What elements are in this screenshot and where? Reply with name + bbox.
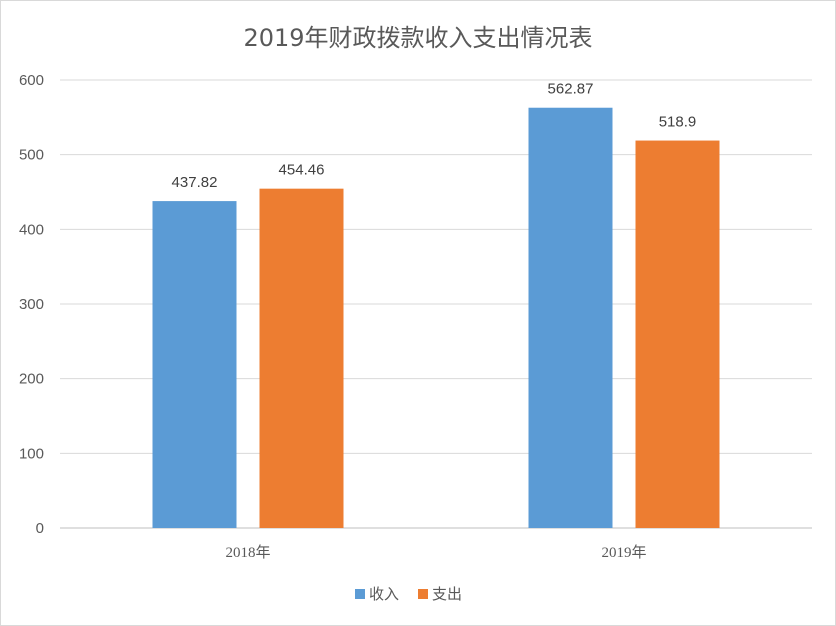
x-category-label: 2018年 — [225, 544, 270, 561]
data-label: 562.87 — [548, 81, 594, 98]
y-axis-ticks: 0 100 200 300 400 500 600 — [19, 72, 44, 537]
data-label: 437.82 — [172, 174, 218, 191]
x-axis-categories: 2018年 2019年 — [225, 544, 646, 561]
legend: 收入 支出 — [355, 585, 462, 603]
y-tick-label: 500 — [19, 147, 44, 164]
bars — [152, 107, 720, 529]
legend-label: 支出 — [432, 585, 462, 603]
bar-收入-2019年 — [528, 107, 613, 529]
bar-支出-2018年 — [259, 188, 344, 528]
x-category-label: 2019年 — [601, 544, 646, 561]
y-tick-label: 0 — [36, 520, 44, 537]
bar-支出-2019年 — [635, 140, 720, 528]
legend-swatch — [418, 589, 428, 599]
y-tick-label: 100 — [19, 445, 44, 462]
bar-收入-2018年 — [152, 201, 237, 528]
data-label: 518.9 — [659, 114, 697, 131]
chart-title: 2019年财政拨款收入支出情况表 — [243, 24, 592, 52]
y-tick-label: 400 — [19, 221, 44, 238]
legend-label: 收入 — [369, 585, 399, 603]
y-tick-label: 300 — [19, 296, 44, 313]
data-labels: 437.82 454.46 562.87 518.9 — [172, 81, 697, 191]
legend-swatch — [355, 589, 365, 599]
y-tick-label: 600 — [19, 72, 44, 89]
y-tick-label: 200 — [19, 371, 44, 388]
data-label: 454.46 — [279, 162, 325, 179]
